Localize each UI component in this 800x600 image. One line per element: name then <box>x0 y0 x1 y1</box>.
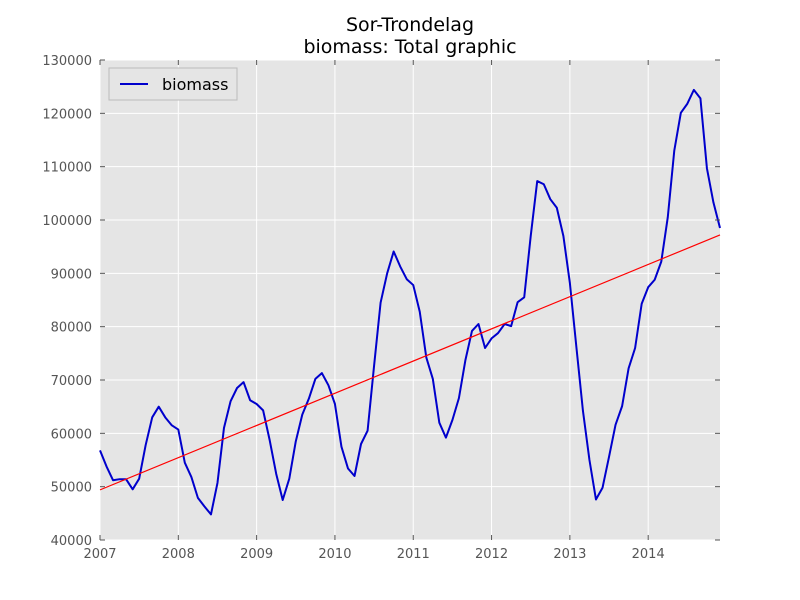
chart-subtitle: biomass: Total graphic <box>303 36 516 58</box>
legend: biomass <box>108 67 238 101</box>
y-tick-label: 100000 <box>42 214 92 229</box>
y-tick-label: 90000 <box>51 267 92 282</box>
chart-title: Sor-Trondelag <box>346 14 474 36</box>
x-tick-label: 2013 <box>553 547 586 562</box>
x-tick-label: 2009 <box>240 547 273 562</box>
x-tick-label: 2007 <box>83 547 116 562</box>
y-tick-label: 40000 <box>51 534 92 549</box>
x-tick-label: 2012 <box>475 547 508 562</box>
axes-layer: 40000 50000 60000 70000 80000 90000 100000 1100… <box>42 54 720 562</box>
series-line-trend <box>99 234 721 491</box>
y-tick-label: 70000 <box>51 374 92 389</box>
legend-label-biomass: biomass <box>162 75 228 94</box>
series-layer <box>99 88 721 516</box>
y-tick-label: 60000 <box>51 427 92 442</box>
x-tick-label: 2010 <box>318 547 351 562</box>
y-tick-label: 130000 <box>42 54 92 69</box>
y-tick-label: 110000 <box>42 161 92 176</box>
y-tick-label: 80000 <box>51 321 92 336</box>
y-tick-label: 50000 <box>51 481 92 496</box>
y-tick-label: 120000 <box>42 107 92 122</box>
x-tick-label: 2011 <box>397 547 430 562</box>
grid-lines <box>99 59 720 541</box>
series-line-biomass <box>99 88 721 516</box>
plot-area <box>100 60 720 540</box>
x-tick-label: 2014 <box>632 547 665 562</box>
x-tick-label: 2008 <box>162 547 195 562</box>
